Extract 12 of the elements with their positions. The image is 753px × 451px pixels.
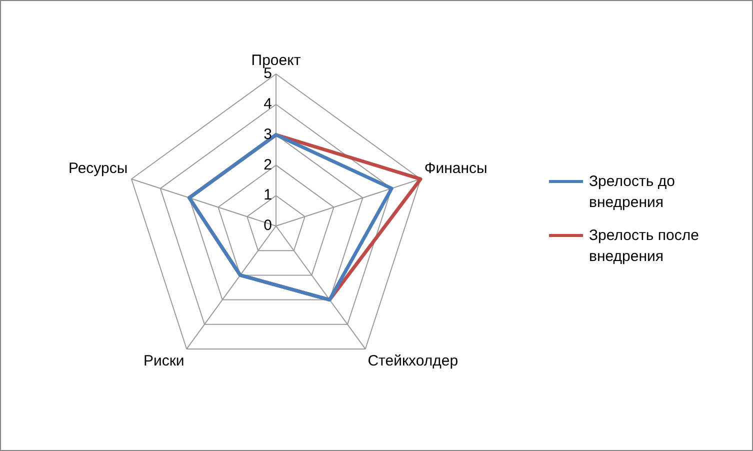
y-tick-label: 2 xyxy=(264,156,272,174)
spoke-label: Ресурсы xyxy=(68,160,128,177)
spoke-label: Финансы xyxy=(424,160,488,177)
legend-label: Зрелость до внедрения xyxy=(589,172,676,213)
spoke-label: Риски xyxy=(143,352,184,370)
y-tick-label: 1 xyxy=(264,186,272,204)
spoke-label: Проект xyxy=(251,52,301,70)
y-tick-label: 0 xyxy=(264,217,272,234)
y-tick-label: 3 xyxy=(264,126,272,143)
spoke-label: Стейкхолдер xyxy=(368,352,458,370)
legend-label: Зрелость после внедрения xyxy=(589,226,700,267)
y-tick-label: 4 xyxy=(264,96,272,113)
